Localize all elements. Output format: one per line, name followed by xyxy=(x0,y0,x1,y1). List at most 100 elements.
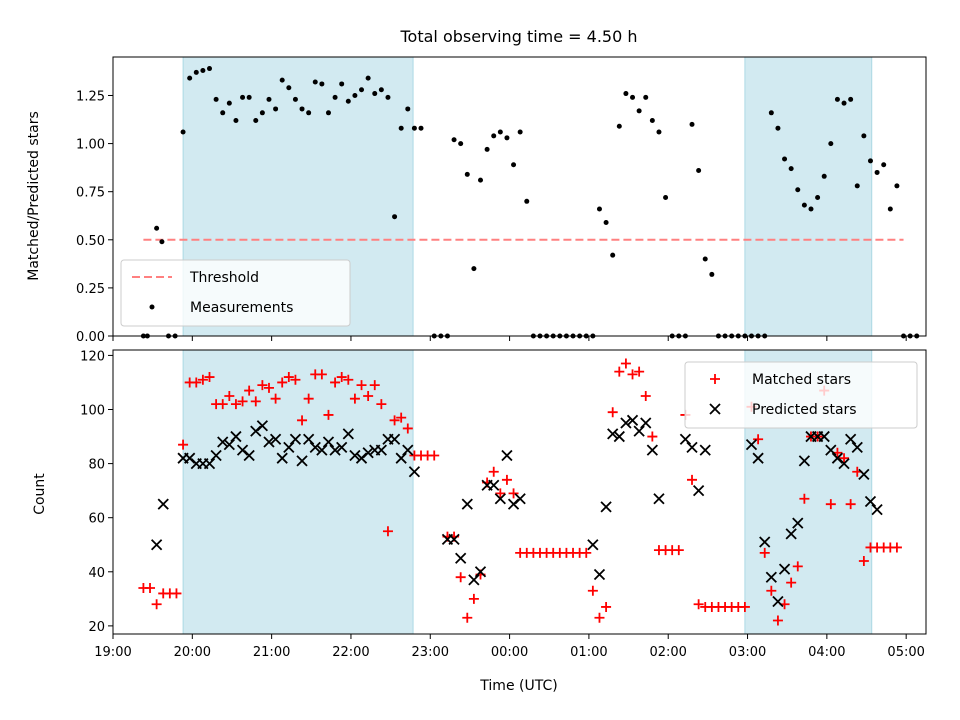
legend-measurements-swatch xyxy=(149,304,155,310)
predicted-stars-point xyxy=(243,449,255,462)
measurements-point xyxy=(418,125,424,131)
measurements-point xyxy=(636,108,642,114)
legend-predicted-label: Predicted stars xyxy=(752,402,857,418)
predicted-stars-point xyxy=(223,439,235,451)
predicted-stars-point xyxy=(316,444,328,456)
bottom-axes-frame xyxy=(112,349,927,635)
measurements-point xyxy=(484,146,490,152)
measurements-point xyxy=(815,194,821,200)
matched-stars-point xyxy=(753,434,764,445)
measurements-point xyxy=(339,81,345,87)
matched-stars-point xyxy=(363,390,374,401)
predicted-stars-point xyxy=(699,444,711,456)
matched-stars-point xyxy=(501,474,512,485)
matched-stars-point xyxy=(270,393,281,404)
predicted-stars-point xyxy=(342,428,354,440)
measurements-point xyxy=(709,271,715,277)
measurements-point xyxy=(411,125,417,131)
measurements-point xyxy=(306,110,312,116)
x-tick-label: 04:00 xyxy=(808,645,845,660)
x-tick-label: 20:00 xyxy=(174,645,211,660)
matched-stars-point xyxy=(468,593,479,604)
x-axis-label: Time (UTC) xyxy=(479,678,557,694)
matched-stars-point xyxy=(349,393,360,404)
matched-stars-point xyxy=(224,390,235,401)
matched-stars-point xyxy=(594,612,605,623)
measurements-point xyxy=(312,79,318,85)
predicted-stars-point xyxy=(276,452,288,464)
measurements-point xyxy=(696,168,702,174)
matched-stars-point xyxy=(693,599,704,610)
measurements-point xyxy=(451,137,457,143)
measurements-point xyxy=(246,94,252,100)
predicted-stars-point xyxy=(309,441,321,454)
measurements-point xyxy=(159,239,165,245)
matched-stars-point xyxy=(845,499,856,510)
measurements-point xyxy=(220,110,226,116)
predicted-stars-point xyxy=(785,528,797,540)
predicted-stars-point xyxy=(296,455,308,467)
predicted-stars-point xyxy=(217,436,229,448)
matched-stars-point xyxy=(607,407,618,418)
predicted-stars-point xyxy=(686,441,698,454)
measurements-point xyxy=(392,214,398,220)
predicted-stars-point xyxy=(256,420,269,432)
predicted-stars-point xyxy=(336,441,348,454)
predicted-stars-point xyxy=(448,533,460,545)
predicted-stars-point xyxy=(388,433,401,445)
matched-stars-point xyxy=(145,583,156,594)
predicted-stars-point xyxy=(289,433,302,445)
predicted-stars-point xyxy=(864,495,877,508)
measurements-point xyxy=(630,94,636,100)
predicted-stars-point xyxy=(395,452,407,464)
measurements-point xyxy=(801,202,807,208)
predicted-stars-point xyxy=(851,441,863,454)
matched-stars-point xyxy=(178,439,189,450)
predicted-stars-point xyxy=(772,595,784,608)
measurements-point xyxy=(352,92,358,98)
bottom-y-tick-label: 120 xyxy=(80,349,105,364)
legend-matched-label: Matched stars xyxy=(752,372,851,388)
top-y-tick-label: 0.25 xyxy=(76,282,105,297)
predicted-stars-point xyxy=(474,566,487,578)
bottom-legend-box xyxy=(684,361,918,429)
matched-stars-point xyxy=(858,555,869,566)
predicted-stars-point xyxy=(792,517,804,529)
predicted-stars-point xyxy=(745,439,758,451)
legend-matched-swatch xyxy=(710,374,720,384)
matched-stars-point xyxy=(336,372,347,383)
x-tick-label: 03:00 xyxy=(729,645,766,660)
measurements-point xyxy=(279,77,285,83)
measurements-point xyxy=(616,123,622,129)
matched-stars-point xyxy=(673,545,684,556)
predicted-stars-point xyxy=(646,444,658,456)
legend-threshold-label: Threshold xyxy=(189,270,259,286)
matched-stars-point xyxy=(343,374,354,385)
matched-stars-point xyxy=(237,396,248,407)
measurements-point xyxy=(795,187,801,193)
predicted-stars-point xyxy=(408,466,421,478)
legend-predicted-swatch xyxy=(709,403,721,415)
measurements-point xyxy=(643,94,649,100)
x-tick-label: 22:00 xyxy=(332,645,369,660)
matched-stars-point xyxy=(151,599,162,610)
predicted-stars-point xyxy=(765,571,777,583)
measurements-point xyxy=(504,135,510,141)
matched-stars-point xyxy=(244,385,255,396)
x-tick-label: 05:00 xyxy=(887,645,924,660)
measurements-point xyxy=(398,125,404,131)
matched-stars-point xyxy=(204,372,215,383)
predicted-stars-point xyxy=(752,452,764,464)
matched-stars-point xyxy=(772,615,783,626)
bottom-y-tick-label: 20 xyxy=(88,620,105,635)
x-tick-label: 23:00 xyxy=(412,645,449,660)
measurements-point xyxy=(378,87,384,93)
top-axes-frame xyxy=(112,56,927,337)
matched-stars-point xyxy=(627,369,638,380)
predicted-stars-point xyxy=(210,449,222,462)
measurements-point xyxy=(365,75,371,81)
top-y-tick-label: 1.25 xyxy=(76,89,105,104)
measurements-point xyxy=(603,219,609,225)
predicted-stars-point xyxy=(349,449,361,462)
